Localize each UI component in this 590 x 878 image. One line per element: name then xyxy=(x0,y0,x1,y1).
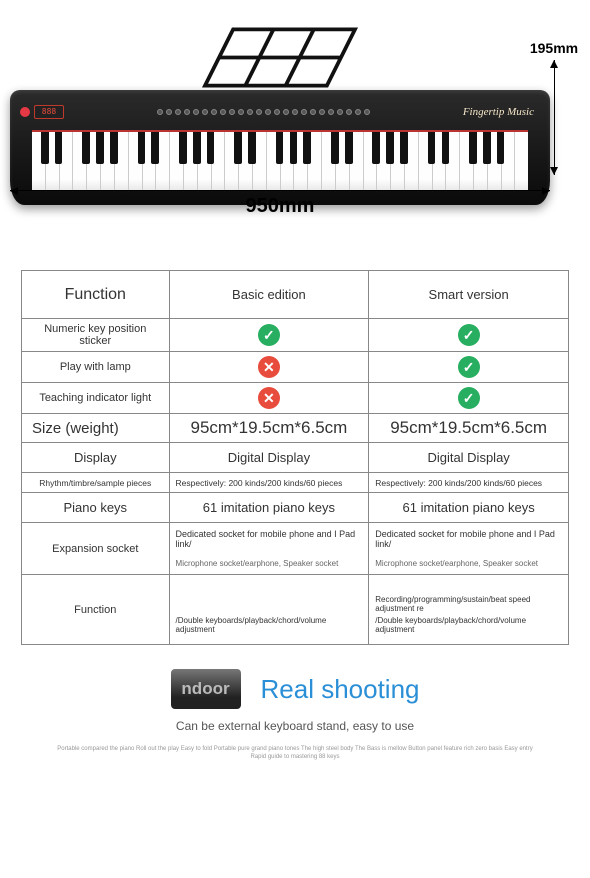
bottom-section: ndoor Real shooting Can be external keyb… xyxy=(0,669,590,762)
table-row: Teaching indicator light ✕ ✓ xyxy=(22,383,569,414)
dimension-width: 950mm xyxy=(10,190,550,218)
cross-icon: ✕ xyxy=(258,356,280,378)
indoor-label: ndoor xyxy=(181,679,229,699)
check-icon: ✓ xyxy=(258,324,280,346)
row-basic: Digital Display xyxy=(169,443,369,473)
row-smart: Digital Display xyxy=(369,443,569,473)
row-basic: ✕ xyxy=(169,352,369,383)
led-display: 888 xyxy=(34,105,64,119)
row-basic: 95cm*19.5cm*6.5cm xyxy=(169,414,369,443)
keyboard-body: 888 Fingertip Music xyxy=(10,90,550,205)
indoor-row: ndoor Real shooting xyxy=(0,669,590,709)
row-label: Play with lamp xyxy=(22,352,170,383)
row-smart: Respectively: 200 kinds/200 kinds/60 pie… xyxy=(369,473,569,493)
indoor-thumbnail: ndoor xyxy=(171,669,241,709)
table-row: Function/Double keyboards/playback/chord… xyxy=(22,575,569,645)
row-smart: 95cm*19.5cm*6.5cm xyxy=(369,414,569,443)
row-basic: Respectively: 200 kinds/200 kinds/60 pie… xyxy=(169,473,369,493)
fine-print: Portable compared the piano Roll out the… xyxy=(0,745,590,762)
row-label: Display xyxy=(22,443,170,473)
table-row: Rhythm/timbre/sample piecesRespectively:… xyxy=(22,473,569,493)
row-label: Function xyxy=(22,575,170,645)
header-basic: Basic edition xyxy=(169,271,369,319)
row-label: Size (weight) xyxy=(22,414,170,443)
height-label: 195mm xyxy=(524,40,584,56)
check-icon: ✓ xyxy=(458,387,480,409)
row-basic: /Double keyboards/playback/chord/volume … xyxy=(169,575,369,645)
width-label: 950mm xyxy=(10,195,550,218)
header-function: Function xyxy=(22,271,170,319)
row-smart: Recording/programming/sustain/beat speed… xyxy=(369,575,569,645)
row-basic: ✓ xyxy=(169,319,369,352)
keyboard-control-panel: 888 Fingertip Music xyxy=(20,98,540,126)
music-stand-icon xyxy=(180,20,380,95)
width-arrow-icon xyxy=(10,190,550,191)
table-header-row: Function Basic edition Smart version xyxy=(22,271,569,319)
cross-icon: ✕ xyxy=(258,387,280,409)
table-row: Expansion socketDedicated socket for mob… xyxy=(22,523,569,575)
check-icon: ✓ xyxy=(458,324,480,346)
table-row: Piano keys61 imitation piano keys61 imit… xyxy=(22,493,569,523)
row-label: Piano keys xyxy=(22,493,170,523)
row-smart: Dedicated socket for mobile phone and I … xyxy=(369,523,569,575)
row-smart: 61 imitation piano keys xyxy=(369,493,569,523)
table-row: Numeric key position sticker ✓ ✓ xyxy=(22,319,569,352)
check-icon: ✓ xyxy=(458,356,480,378)
row-label: Teaching indicator light xyxy=(22,383,170,414)
row-smart: ✓ xyxy=(369,319,569,352)
row-label: Expansion socket xyxy=(22,523,170,575)
piano-keys xyxy=(32,130,528,191)
height-arrow-icon xyxy=(554,60,555,175)
table-row: DisplayDigital DisplayDigital Display xyxy=(22,443,569,473)
real-shooting-title: Real shooting xyxy=(261,674,420,705)
row-smart: ✓ xyxy=(369,383,569,414)
specification-table: Function Basic edition Smart version Num… xyxy=(21,270,569,645)
sub-text: Can be external keyboard stand, easy to … xyxy=(0,719,590,733)
dimension-height: 195mm xyxy=(524,40,584,175)
product-image-area: 888 Fingertip Music 195mm 950mm xyxy=(0,0,590,250)
table-row: Size (weight)95cm*19.5cm*6.5cm95cm*19.5c… xyxy=(22,414,569,443)
power-icon xyxy=(20,107,30,117)
row-smart: ✓ xyxy=(369,352,569,383)
table-row: Play with lamp ✕ ✓ xyxy=(22,352,569,383)
control-knobs xyxy=(68,109,459,115)
row-basic: 61 imitation piano keys xyxy=(169,493,369,523)
row-label: Numeric key position sticker xyxy=(22,319,170,352)
header-smart: Smart version xyxy=(369,271,569,319)
row-label: Rhythm/timbre/sample pieces xyxy=(22,473,170,493)
row-basic: Dedicated socket for mobile phone and I … xyxy=(169,523,369,575)
row-basic: ✕ xyxy=(169,383,369,414)
